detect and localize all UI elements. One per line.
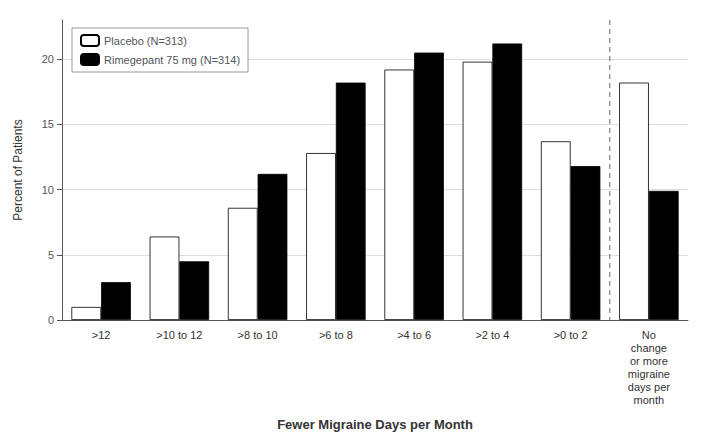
svg-text:10: 10 — [42, 184, 54, 196]
svg-text:No: No — [642, 329, 656, 341]
svg-text:or more: or more — [630, 355, 668, 367]
svg-text:month: month — [634, 394, 665, 406]
svg-text:15: 15 — [42, 118, 54, 130]
svg-text:migraine: migraine — [628, 368, 670, 380]
svg-text:Placebo (N=313): Placebo (N=313) — [104, 35, 187, 47]
svg-text:days per: days per — [628, 381, 671, 393]
svg-text:>0 to 2: >0 to 2 — [554, 329, 588, 341]
svg-text:Rimegepant 75 mg (N=314): Rimegepant 75 mg (N=314) — [104, 54, 240, 66]
svg-text:Percent of Patients: Percent of Patients — [11, 119, 25, 220]
svg-text:0: 0 — [48, 314, 54, 326]
svg-text:>12: >12 — [92, 329, 111, 341]
svg-text:5: 5 — [48, 249, 54, 261]
svg-text:Fewer Migraine Days per Month: Fewer Migraine Days per Month — [277, 417, 473, 432]
svg-text:>10 to 12: >10 to 12 — [156, 329, 202, 341]
svg-text:>6 to 8: >6 to 8 — [319, 329, 353, 341]
svg-text:change: change — [631, 342, 667, 354]
svg-text:20: 20 — [42, 53, 54, 65]
svg-text:>8 to 10: >8 to 10 — [238, 329, 278, 341]
svg-text:>4 to 6: >4 to 6 — [397, 329, 431, 341]
svg-text:>2 to 4: >2 to 4 — [475, 329, 509, 341]
